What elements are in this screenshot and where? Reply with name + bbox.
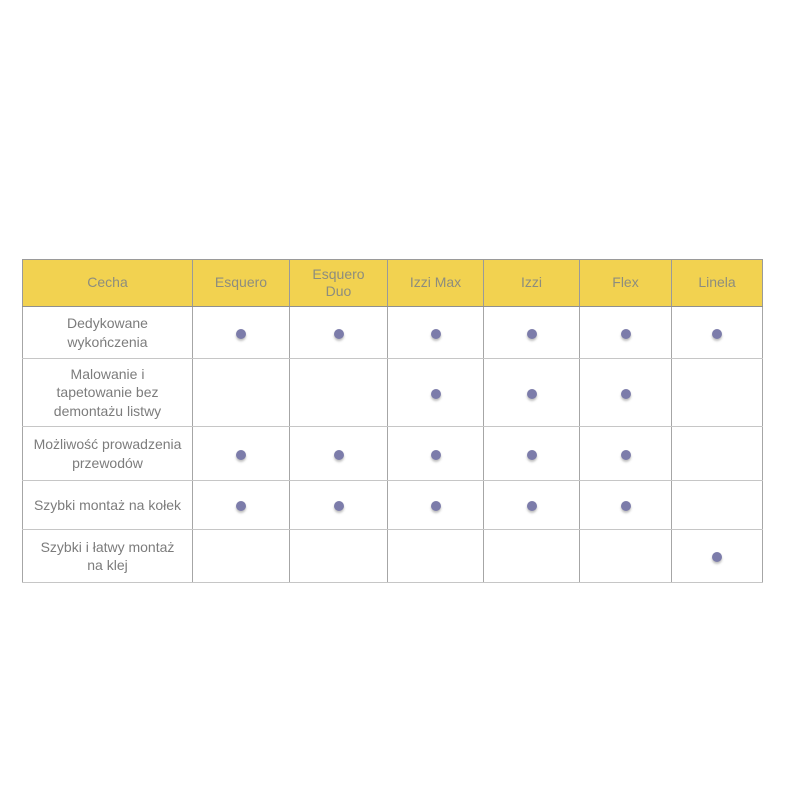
feature-cell xyxy=(192,529,290,583)
feature-label: Dedykowane wykończenia xyxy=(22,306,193,359)
feature-cell xyxy=(483,426,580,481)
feature-label: Szybki montaż na kołek xyxy=(22,480,193,530)
feature-present-dot-icon xyxy=(526,501,537,512)
column-header-izzi-max: Izzi Max xyxy=(387,259,484,307)
feature-present-dot-icon xyxy=(333,328,344,339)
feature-cell xyxy=(289,480,388,530)
feature-cell xyxy=(483,480,580,530)
feature-present-dot-icon xyxy=(430,449,441,460)
table-row: Szybki montaż na kołek xyxy=(22,480,763,530)
feature-cell xyxy=(579,480,672,530)
feature-comparison-table: Cecha Esquero Esquero Duo Izzi Max Izzi … xyxy=(22,259,763,583)
feature-present-dot-icon xyxy=(526,328,537,339)
feature-present-dot-icon xyxy=(236,449,246,460)
feature-present-dot-icon xyxy=(712,552,722,563)
feature-present-dot-icon xyxy=(526,388,537,399)
feature-cell xyxy=(483,358,580,427)
feature-present-dot-icon xyxy=(620,449,631,460)
feature-present-dot-icon xyxy=(236,501,246,512)
feature-cell xyxy=(289,358,388,427)
feature-cell xyxy=(387,358,484,427)
table-row: Szybki i łatwy montaż na klej xyxy=(22,529,763,583)
feature-present-dot-icon xyxy=(430,501,441,512)
feature-cell xyxy=(192,306,290,359)
feature-present-dot-icon xyxy=(333,501,344,512)
feature-cell xyxy=(579,426,672,481)
table-row: Malowanie i tapetowanie bez demontażu li… xyxy=(22,358,763,427)
table-row: Możliwość prowadzenia przewodów xyxy=(22,426,763,481)
feature-present-dot-icon xyxy=(430,328,441,339)
feature-label: Szybki i łatwy montaż na klej xyxy=(22,529,193,583)
table-row: Dedykowane wykończenia xyxy=(22,306,763,359)
feature-cell xyxy=(192,480,290,530)
feature-cell xyxy=(579,306,672,359)
column-header-esquero-duo: Esquero Duo xyxy=(289,259,388,307)
feature-cell xyxy=(671,480,763,530)
column-header-izzi: Izzi xyxy=(483,259,580,307)
feature-cell xyxy=(289,426,388,481)
feature-cell xyxy=(671,426,763,481)
feature-cell xyxy=(289,306,388,359)
feature-cell xyxy=(289,529,388,583)
feature-cell xyxy=(387,480,484,530)
feature-present-dot-icon xyxy=(236,328,246,339)
feature-cell xyxy=(192,426,290,481)
feature-cell xyxy=(671,306,763,359)
feature-present-dot-icon xyxy=(620,501,631,512)
feature-present-dot-icon xyxy=(620,328,631,339)
column-header-esquero: Esquero xyxy=(192,259,290,307)
feature-present-dot-icon xyxy=(620,388,631,399)
feature-present-dot-icon xyxy=(712,328,722,339)
feature-comparison-table-container: Cecha Esquero Esquero Duo Izzi Max Izzi … xyxy=(22,259,763,583)
column-header-flex: Flex xyxy=(579,259,672,307)
feature-cell xyxy=(671,358,763,427)
feature-cell xyxy=(483,306,580,359)
feature-cell xyxy=(483,529,580,583)
feature-cell xyxy=(192,358,290,427)
feature-present-dot-icon xyxy=(526,449,537,460)
feature-cell xyxy=(387,529,484,583)
table-header-row: Cecha Esquero Esquero Duo Izzi Max Izzi … xyxy=(22,259,763,307)
column-header-linela: Linela xyxy=(671,259,763,307)
feature-cell xyxy=(387,306,484,359)
feature-cell xyxy=(671,529,763,583)
feature-label: Malowanie i tapetowanie bez demontażu li… xyxy=(22,358,193,427)
feature-label: Możliwość prowadzenia przewodów xyxy=(22,426,193,481)
feature-cell xyxy=(579,358,672,427)
column-header-cecha: Cecha xyxy=(22,259,193,307)
feature-cell xyxy=(579,529,672,583)
feature-present-dot-icon xyxy=(333,449,344,460)
feature-present-dot-icon xyxy=(430,388,441,399)
feature-cell xyxy=(387,426,484,481)
